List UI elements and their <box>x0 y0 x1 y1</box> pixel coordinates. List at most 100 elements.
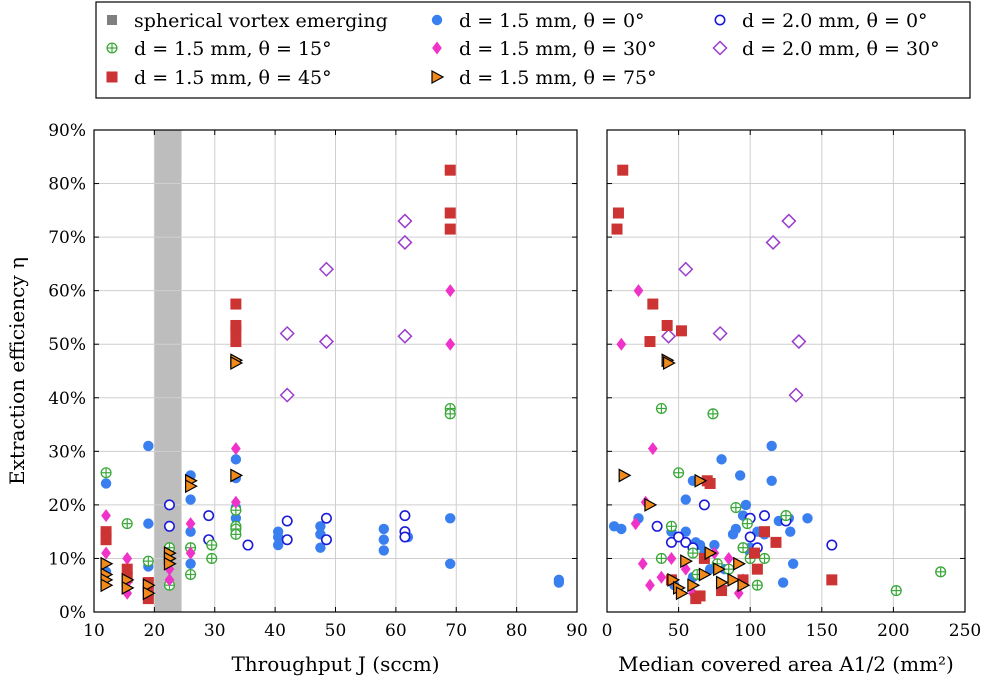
data-point <box>230 468 244 483</box>
data-point <box>661 328 677 344</box>
data-point <box>142 555 154 567</box>
legend-entry-d-2-0-mm-0: d = 2.0 mm, θ = 0° <box>714 10 928 32</box>
data-point <box>785 526 796 537</box>
data-point <box>748 547 760 559</box>
data-point <box>791 333 807 350</box>
x-axis-title: Throughput J (sccm) <box>231 652 439 676</box>
data-point <box>100 578 114 593</box>
legend-entry-d-1-5-mm-30: d = 1.5 mm, θ = 30° <box>432 38 657 60</box>
data-point <box>935 566 947 578</box>
data-point <box>553 577 565 588</box>
y-tick-label: 40% <box>48 389 86 409</box>
y-tick-label: 30% <box>48 442 86 462</box>
data-point <box>399 531 411 543</box>
data-point <box>231 495 241 509</box>
legend-entry-d-1-5-mm-15: d = 1.5 mm, θ = 15° <box>106 38 332 60</box>
data-point <box>655 402 667 415</box>
y-tick-label: 20% <box>48 496 86 516</box>
legend-frame <box>95 1 971 99</box>
data-point <box>715 575 729 590</box>
data-point <box>281 534 293 546</box>
data-point <box>673 467 685 479</box>
data-point <box>242 539 254 551</box>
data-point <box>780 510 792 522</box>
data-point <box>716 454 727 465</box>
data-point <box>445 513 456 524</box>
data-point <box>320 512 332 524</box>
data-point <box>272 539 284 551</box>
data-point <box>687 547 699 559</box>
data-point <box>694 590 706 602</box>
data-point <box>230 513 242 524</box>
data-point <box>444 408 456 420</box>
x-tick-label: 100 <box>734 621 766 641</box>
legend-label: d = 1.5 mm, θ = 75° <box>459 67 657 89</box>
data-point <box>163 556 177 571</box>
x-tick-label: 20 <box>144 621 166 641</box>
shaded-region-vortex <box>154 130 182 612</box>
y-tick-label: 50% <box>48 335 86 355</box>
data-point <box>616 337 627 351</box>
data-point <box>185 479 198 494</box>
data-point <box>100 467 112 479</box>
data-point <box>230 298 242 310</box>
data-point <box>740 499 752 511</box>
legend-entry-d-1-5-mm-75: d = 1.5 mm, θ = 75° <box>431 67 657 89</box>
data-point <box>617 164 629 176</box>
data-point <box>231 442 241 456</box>
data-point <box>230 528 242 540</box>
data-point <box>712 325 728 342</box>
data-point <box>315 542 326 553</box>
data-point <box>741 518 753 530</box>
legend-label: d = 2.0 mm, θ = 30° <box>742 38 940 60</box>
data-point <box>272 531 284 543</box>
legend-entry-d-2-0-mm-30: d = 2.0 mm, θ = 30° <box>712 38 940 60</box>
x-tick-label: 10 <box>83 621 105 641</box>
data-point <box>777 577 789 588</box>
data-point <box>206 539 218 551</box>
data-point <box>230 355 244 370</box>
data-point <box>733 556 746 571</box>
data-point <box>185 526 196 537</box>
x-tick-label: 80 <box>506 621 528 641</box>
legend-label: d = 2.0 mm, θ = 0° <box>742 10 928 32</box>
data-point <box>616 523 627 535</box>
data-point <box>758 552 771 564</box>
legend-entry-d-1-5-mm-45: d = 1.5 mm, θ = 45° <box>106 67 332 89</box>
data-point <box>751 563 763 575</box>
data-point <box>666 551 677 565</box>
data-point <box>709 539 720 551</box>
data-point <box>751 579 763 591</box>
data-point <box>704 477 716 489</box>
y-tick-label: 0% <box>59 603 86 623</box>
data-point <box>445 337 456 351</box>
data-point <box>185 568 197 581</box>
data-point <box>698 552 710 564</box>
data-point <box>279 387 295 403</box>
data-point <box>315 521 326 532</box>
x-axis-title: Median covered area A1/2 (mm²) <box>618 652 954 676</box>
data-point <box>770 536 782 548</box>
data-point <box>781 213 797 229</box>
data-point <box>143 440 154 452</box>
data-point <box>744 531 756 543</box>
data-point <box>163 499 175 511</box>
data-point <box>698 499 710 511</box>
x-axis: 0 50 100 150 200 250 <box>602 130 981 641</box>
data-point <box>206 552 218 564</box>
data-point <box>378 523 389 535</box>
y-tick-label: 80% <box>48 175 86 195</box>
data-point <box>185 517 196 531</box>
data-point <box>633 284 644 298</box>
series-d-2-0-mm-30 <box>661 213 807 403</box>
data-point <box>890 585 902 597</box>
y-axis <box>607 129 965 613</box>
data-point <box>230 325 242 337</box>
data-point <box>444 164 456 176</box>
data-point <box>203 510 215 522</box>
y-tick-label: 10% <box>48 549 86 569</box>
y-axis-title: Extraction efficiency η <box>5 257 29 485</box>
data-point <box>680 536 692 548</box>
data-point <box>716 585 728 597</box>
data-point <box>378 545 389 556</box>
